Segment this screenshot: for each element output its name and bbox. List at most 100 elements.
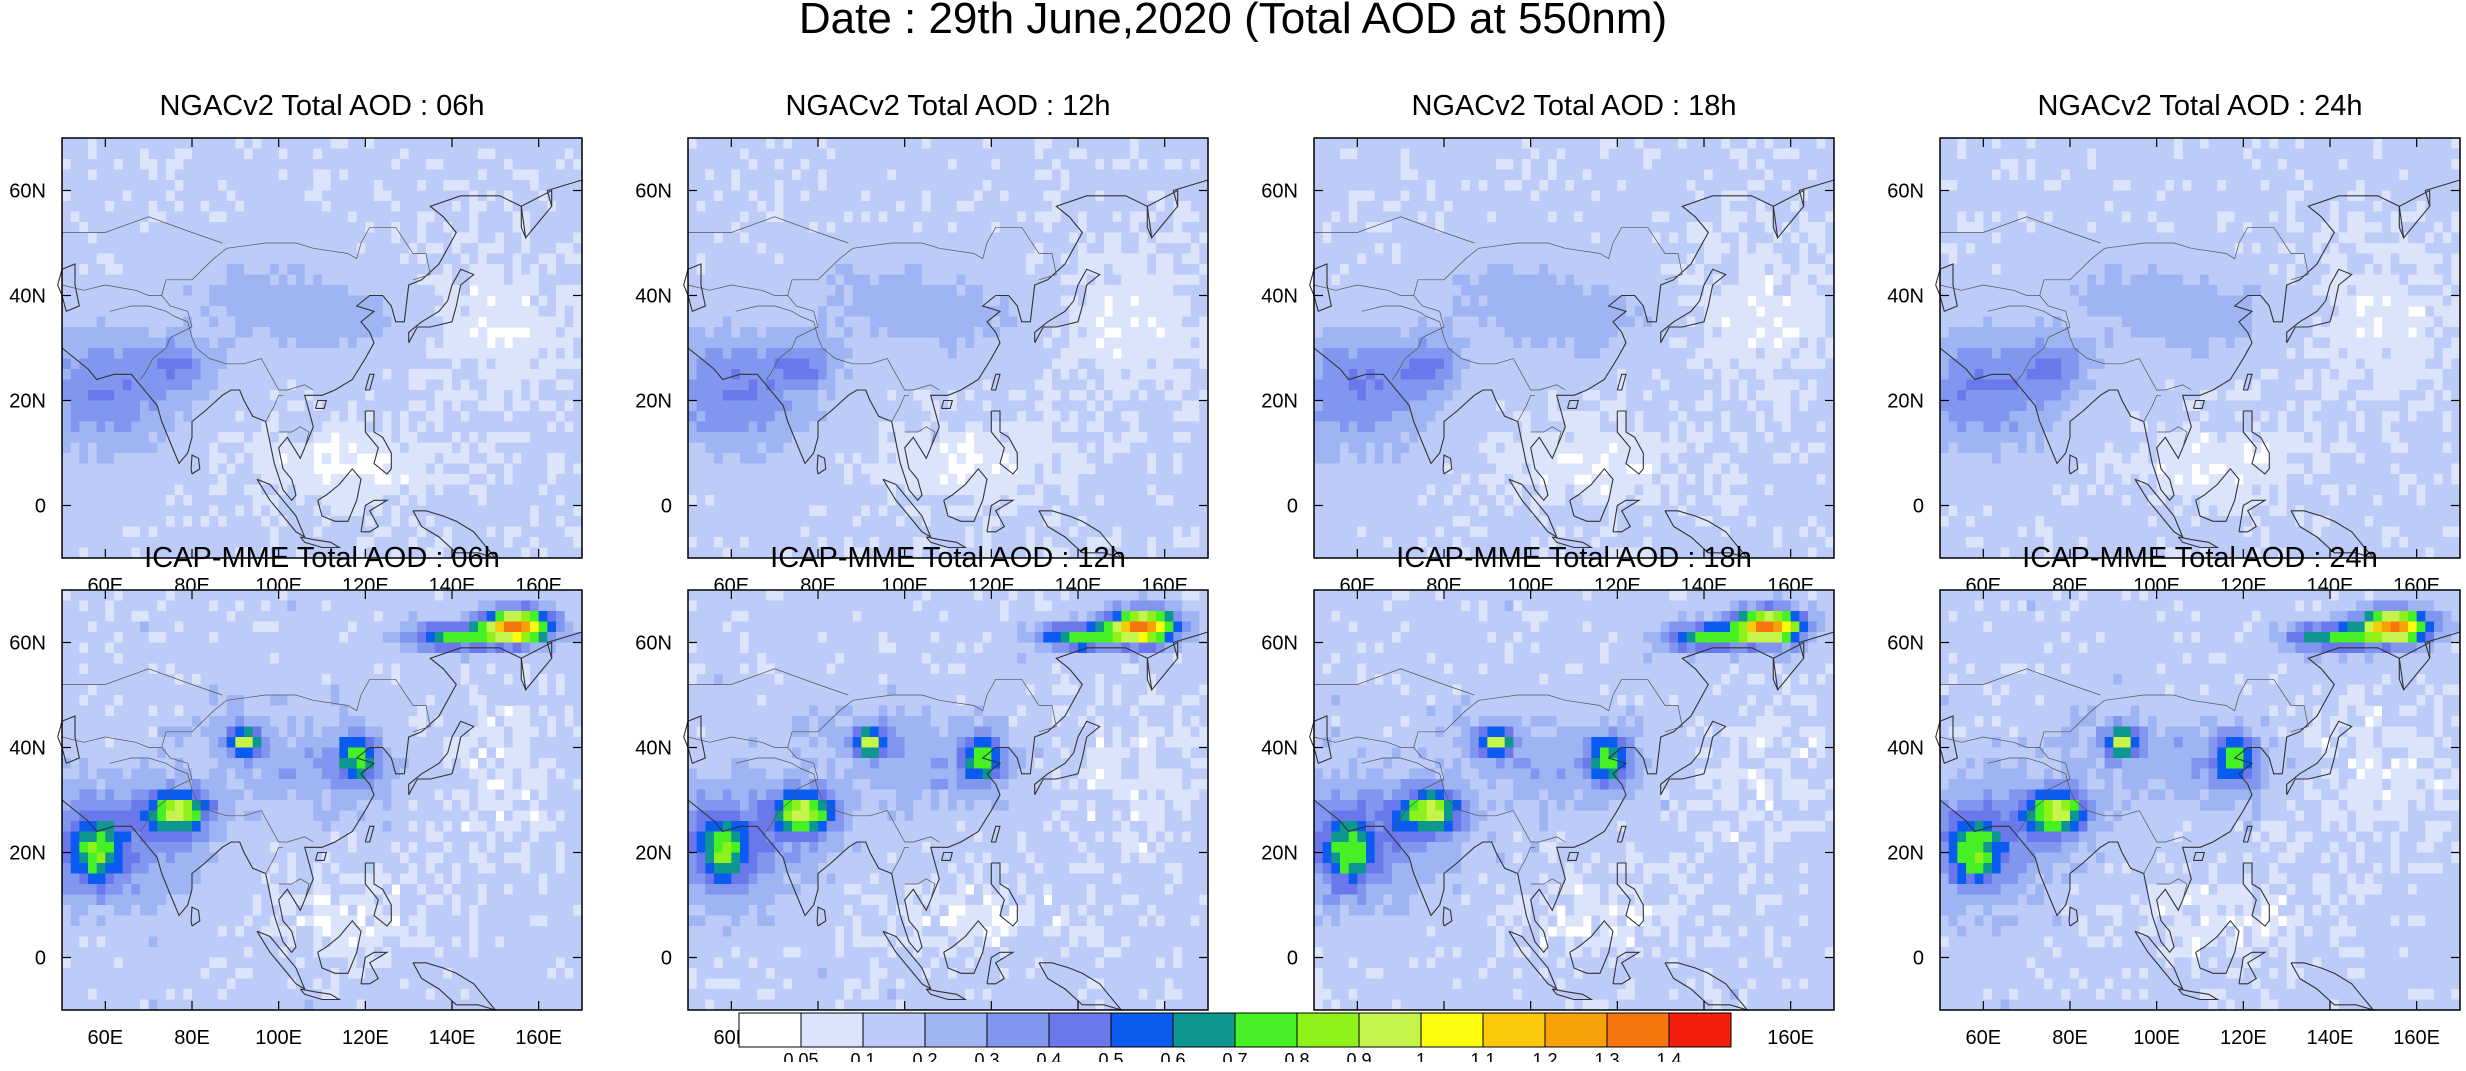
colorbar-swatch — [1048, 1012, 1112, 1048]
map-panel: NGACv2 Total AOD : 12h 60E 80E 100E 120E 140E… — [635, 90, 1209, 597]
lon-tick-label: 100E — [2133, 1027, 2180, 1049]
map-panel: NGACv2 Total AOD : 24h 60E 80E 100E 120E 140E… — [1887, 90, 2461, 597]
lat-tick-label: 0 — [661, 496, 672, 518]
lat-tick-label: 0 — [1913, 496, 1924, 518]
lat-tick-label: 20N — [1887, 391, 1924, 413]
colorbar-swatch — [986, 1012, 1050, 1048]
aod-field — [688, 590, 1209, 1011]
panel-title: NGACv2 Total AOD : 24h — [2037, 90, 2363, 122]
colorbar-label: 0.7 — [1222, 1050, 1247, 1062]
lat-tick-label: 40N — [1261, 286, 1298, 308]
lat-tick-label: 40N — [1887, 286, 1924, 308]
lat-tick-label: 40N — [1261, 738, 1298, 760]
colorbar-swatch — [1172, 1012, 1236, 1048]
colorbar-label: 0.4 — [1036, 1050, 1061, 1062]
map-frame — [61, 137, 583, 559]
panel-title: ICAP-MME Total AOD : 12h — [770, 542, 1126, 574]
map-panel: NGACv2 Total AOD : 18h 60E 80E 100E 120E 140E… — [1261, 90, 1835, 597]
map-panel: ICAP-MME Total AOD : 18h60E80E100E120E14… — [1261, 542, 1835, 1049]
colorbar-label: 1 — [1416, 1050, 1426, 1062]
colorbar-swatch — [1110, 1012, 1174, 1048]
lat-tick-label: 20N — [9, 391, 46, 413]
aod-field — [62, 138, 583, 559]
coastlines — [1935, 179, 2461, 560]
lat-tick-label: 20N — [1887, 843, 1924, 865]
coastlines — [1935, 631, 2461, 1012]
map-frame — [1939, 137, 2461, 559]
lat-tick-label: 60N — [9, 181, 46, 203]
lon-tick-label: 60E — [1966, 1027, 2002, 1049]
lat-tick-label: 60N — [1887, 181, 1924, 203]
aod-field — [1940, 590, 2461, 1011]
aod-field — [688, 138, 1209, 559]
colorbar-label: 0.05 — [783, 1050, 818, 1062]
colorbar-label: 1.3 — [1594, 1050, 1619, 1062]
lat-tick-label: 20N — [9, 843, 46, 865]
map-panel: ICAP-MME Total AOD : 06h 60E 80E 100E 120E 14… — [9, 542, 583, 1049]
lat-tick-label: 40N — [635, 738, 672, 760]
lat-tick-label: 0 — [1913, 948, 1924, 970]
aod-colorbar: 0.05 0.1 0.2 0.3 0.4 0.5 0.6 0.7 0.8 0.9 1 1.1 1.2 1.… — [738, 1012, 1732, 1062]
lat-tick-label: 20N — [1261, 391, 1298, 413]
panel-title: NGACv2 Total AOD : 12h — [785, 90, 1111, 122]
panel-title: NGACv2 Total AOD : 18h — [1411, 90, 1737, 122]
lat-tick-label: 0 — [1287, 496, 1298, 518]
panel-title: ICAP-MME Total AOD : 24h — [2022, 542, 2378, 574]
lat-tick-label: 0 — [661, 948, 672, 970]
panel-title: NGACv2 Total AOD : 06h — [159, 90, 485, 122]
colorbar-label: 0.6 — [1160, 1050, 1185, 1062]
coastlines — [57, 179, 583, 560]
lon-tick-label: 140E — [429, 1027, 476, 1049]
map-panel: ICAP-MME Total AOD : 24h 60E 80E 100E 120E 14… — [1887, 542, 2461, 1049]
lat-tick-label: 20N — [1261, 843, 1298, 865]
colorbar-label: 1.1 — [1470, 1050, 1495, 1062]
colorbar-label: 1.4 — [1656, 1050, 1681, 1062]
colorbar-swatch — [1420, 1012, 1484, 1048]
lat-tick-label: 60N — [1887, 633, 1924, 655]
lat-tick-label: 40N — [9, 286, 46, 308]
colorbar-swatch — [1544, 1012, 1608, 1048]
map-panel: ICAP-MME Total AOD : 12h60E80E100E120E14… — [635, 542, 1209, 1049]
colorbar-label: 0.3 — [974, 1050, 999, 1062]
map-panel: NGACv2 Total AOD : 06h 60E 80E 100E 120E 140E… — [9, 90, 583, 597]
lon-tick-label: 120E — [2220, 1027, 2267, 1049]
colorbar-swatch — [862, 1012, 926, 1048]
lat-tick-label: 60N — [635, 181, 672, 203]
panel-title: ICAP-MME Total AOD : 06h — [144, 542, 500, 574]
colorbar-swatch — [1234, 1012, 1298, 1048]
lon-tick-label: 60E — [88, 1027, 124, 1049]
colorbar-swatch — [1358, 1012, 1422, 1048]
lon-tick-label: 160E — [1767, 1027, 1814, 1049]
lat-tick-label: 60N — [1261, 181, 1298, 203]
figure-title: Date : 29th June,2020 (Total AOD at 550n… — [798, 0, 1668, 43]
coastlines — [1309, 179, 1835, 560]
colorbar-label: 0.2 — [912, 1050, 937, 1062]
colorbar-label: 0.1 — [850, 1050, 875, 1062]
lat-tick-label: 40N — [1887, 738, 1924, 760]
colorbar-label: 0.5 — [1098, 1050, 1123, 1062]
colorbar-swatch — [1606, 1012, 1670, 1048]
lon-tick-label: 80E — [174, 1027, 210, 1049]
lon-tick-label: 140E — [2307, 1027, 2354, 1049]
lat-tick-label: 0 — [1287, 948, 1298, 970]
lat-tick-label: 40N — [9, 738, 46, 760]
aod-field — [62, 590, 583, 1011]
lon-tick-label: 160E — [515, 1027, 562, 1049]
lat-tick-label: 20N — [635, 391, 672, 413]
aod-field — [1314, 590, 1835, 1011]
lat-tick-label: 60N — [635, 633, 672, 655]
lat-tick-label: 0 — [35, 496, 46, 518]
colorbar-swatch — [924, 1012, 988, 1048]
colorbar-swatch — [1296, 1012, 1360, 1048]
aod-field — [1314, 138, 1835, 559]
colorbar-swatch — [738, 1012, 802, 1048]
lon-tick-label: 120E — [342, 1027, 389, 1049]
lat-tick-label: 40N — [635, 286, 672, 308]
coastlines — [1309, 631, 1835, 1012]
colorbar-swatch — [1668, 1012, 1732, 1048]
